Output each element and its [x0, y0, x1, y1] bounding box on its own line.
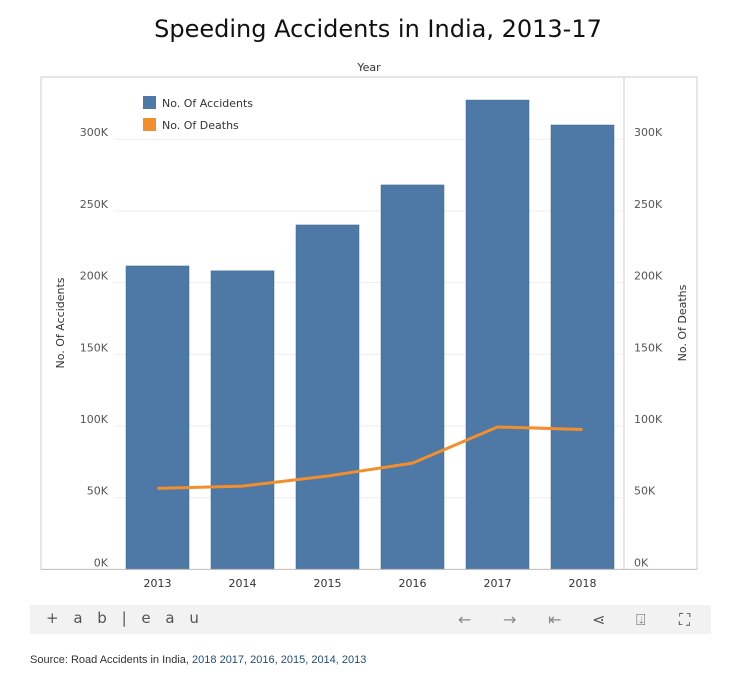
x-tick-label: 2015 — [314, 577, 342, 590]
deaths-line — [157, 425, 583, 490]
x-tick-label: 2013 — [144, 577, 172, 590]
x-axis-title: Year — [356, 61, 381, 74]
chart-title: Speeding Accidents in India, 2013-17 — [154, 15, 602, 43]
source-prefix: Source: Road Accidents in India, — [30, 654, 193, 666]
tableau-logo[interactable]: + a b | e a u — [46, 609, 204, 627]
left-axis-title: No. Of Accidents — [54, 277, 67, 368]
right-tick-label: 150K — [634, 341, 663, 354]
toolbar: + a b | e a u ← → ⇤ ⋖ ⍗ ⛶ — [30, 605, 711, 634]
source-note: Source: Road Accidents in India, 2018 20… — [30, 654, 366, 666]
left-tick-label: 300K — [80, 126, 109, 139]
redo-icon[interactable]: → — [503, 610, 517, 629]
bar-2013 — [125, 265, 190, 570]
right-tick-label: 0K — [634, 556, 649, 569]
bar-2016 — [380, 184, 445, 570]
right-tick-label: 50K — [634, 485, 656, 498]
left-tick-label: 150K — [80, 341, 109, 354]
x-tick-label: 2014 — [229, 577, 257, 590]
x-tick-label: 2018 — [569, 577, 597, 590]
legend-swatch — [143, 118, 156, 131]
fullscreen-icon[interactable]: ⛶ — [679, 610, 691, 629]
left-tick-label: 250K — [80, 198, 109, 211]
left-tick-label: 50K — [87, 485, 109, 498]
bar-2017 — [465, 99, 530, 570]
right-axis-title: No. Of Deaths — [676, 284, 689, 361]
revert-icon[interactable]: ⇤ — [548, 610, 562, 629]
bar-2015 — [295, 224, 360, 570]
x-tick-label: 2016 — [399, 577, 427, 590]
left-tick-label: 100K — [80, 413, 109, 426]
chart: Speeding Accidents in India, 2013-17 Year… — [40, 15, 698, 590]
left-tick-label: 200K — [80, 270, 109, 283]
left-tick-label: 0K — [94, 556, 109, 569]
right-tick-label: 200K — [634, 270, 663, 283]
undo-icon[interactable]: ← — [458, 610, 472, 629]
download-icon[interactable]: ⍗ — [636, 610, 646, 629]
x-tick-label: 2017 — [484, 577, 512, 590]
legend-swatch — [143, 96, 156, 109]
right-tick-label: 100K — [634, 413, 663, 426]
source-years[interactable]: 2018 2017, 2016, 2015, 2014, 2013 — [192, 654, 367, 666]
bar-2014 — [210, 270, 275, 570]
right-tick-label: 250K — [634, 198, 663, 211]
bar-2018 — [550, 124, 615, 570]
share-icon[interactable]: ⋖ — [592, 610, 606, 629]
legend-label: No. Of Accidents — [162, 97, 253, 110]
legend-label: No. Of Deaths — [162, 119, 239, 132]
right-tick-label: 300K — [634, 126, 663, 139]
